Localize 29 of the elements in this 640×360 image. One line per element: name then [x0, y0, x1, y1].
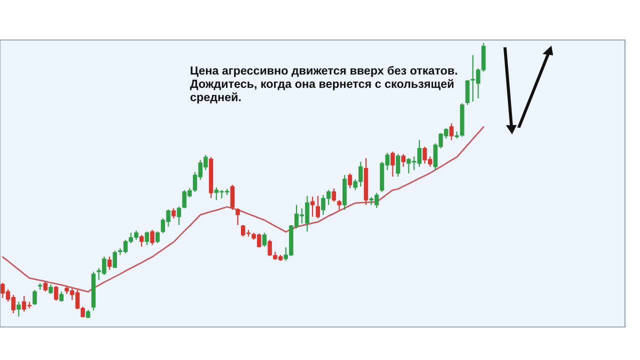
candlestick — [59, 290, 64, 302]
candlestick — [348, 172, 352, 189]
candlestick — [139, 234, 144, 248]
candlestick — [337, 199, 342, 210]
candlestick — [16, 301, 21, 318]
candlestick — [134, 230, 138, 240]
candlestick — [32, 289, 37, 306]
candlestick — [390, 151, 395, 178]
annotation: Цена агрессивно движется вверх без откатов. Дождитесь, когда она вернется с скользящей средней. — [190, 66, 458, 104]
candlestick — [396, 154, 400, 178]
candlestick — [449, 122, 454, 141]
candlestick — [176, 206, 182, 226]
candlestick — [150, 229, 154, 246]
candlestick — [236, 208, 240, 226]
candlestick — [332, 188, 336, 202]
candlestick — [262, 232, 267, 248]
candlestick — [172, 208, 176, 219]
candlestick — [401, 154, 406, 168]
candlestick — [43, 281, 48, 292]
candlestick — [465, 80, 470, 106]
candlestick — [112, 250, 117, 269]
candlestick — [144, 231, 150, 246]
candlestick — [310, 196, 315, 218]
candlestick — [54, 285, 58, 302]
candlestick — [107, 256, 112, 270]
candlestick — [48, 284, 53, 295]
candlestick — [230, 184, 235, 210]
candlestick — [316, 195, 320, 219]
candlestick — [156, 231, 160, 244]
